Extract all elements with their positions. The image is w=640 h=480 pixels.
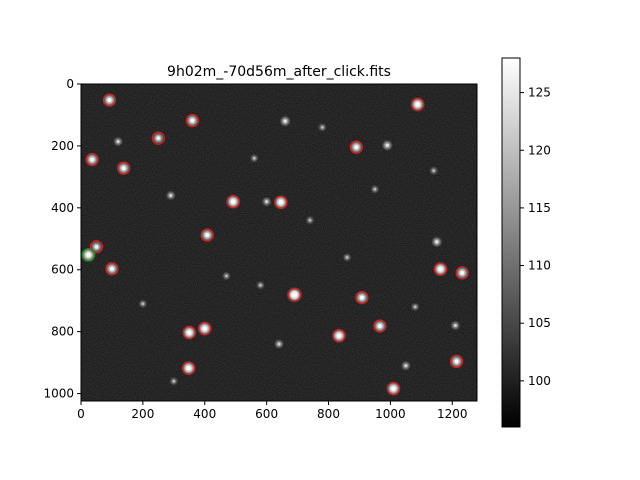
star	[265, 200, 269, 204]
star-marker[interactable]	[386, 381, 401, 396]
x-tick-label: 1200	[437, 407, 468, 421]
star-marker[interactable]	[355, 290, 369, 305]
star	[453, 323, 457, 328]
star	[391, 386, 396, 391]
star-marker[interactable]	[89, 240, 104, 254]
star-marker[interactable]	[198, 321, 212, 336]
colorbar-tick-label: 120	[528, 143, 551, 157]
star	[404, 364, 408, 368]
x-axis: 0 200 400 600 800 1000 1200	[77, 401, 468, 421]
star	[202, 326, 207, 331]
star	[354, 145, 359, 150]
star	[438, 266, 443, 272]
star	[186, 365, 191, 371]
star-marker[interactable]	[287, 288, 302, 302]
star	[109, 266, 115, 271]
star-marker[interactable]	[455, 266, 469, 280]
star	[187, 330, 192, 335]
star	[373, 187, 377, 191]
colorbar-tick-label: 115	[528, 201, 551, 215]
star	[156, 136, 161, 141]
star-marker[interactable]	[117, 161, 131, 175]
star	[292, 292, 297, 298]
x-tick-label: 600	[255, 407, 278, 421]
y-tick-label: 0	[66, 77, 74, 91]
star	[460, 270, 465, 275]
star-marker[interactable]	[182, 361, 196, 375]
star-marker[interactable]	[85, 152, 99, 167]
star-marker[interactable]	[332, 329, 346, 343]
star	[454, 359, 459, 364]
star	[121, 166, 126, 171]
star-marker[interactable]	[274, 195, 288, 209]
colorbar-axis: 100 105 110 115 120 125	[520, 86, 551, 388]
star	[278, 200, 284, 205]
y-tick-label: 400	[51, 201, 74, 215]
colorbar-tick-label: 125	[528, 86, 551, 100]
star	[252, 156, 256, 160]
star-marker[interactable]	[226, 194, 240, 209]
markers-layer	[81, 93, 469, 396]
star	[141, 302, 145, 306]
y-tick-label: 200	[51, 139, 74, 153]
star	[359, 295, 364, 300]
star-marker[interactable]	[102, 93, 117, 107]
star-marker[interactable]	[449, 354, 464, 369]
star-marker[interactable]	[200, 228, 214, 242]
star	[377, 324, 382, 329]
star	[90, 157, 95, 162]
star	[205, 233, 210, 238]
star	[107, 98, 112, 103]
star	[320, 125, 324, 129]
star	[259, 283, 262, 287]
star-marker[interactable]	[349, 140, 363, 154]
image-frame	[80, 83, 478, 402]
star	[86, 252, 91, 258]
y-tick-label: 600	[51, 263, 74, 277]
star	[432, 169, 436, 173]
x-tick-label: 800	[317, 407, 340, 421]
y-tick-label: 800	[51, 325, 74, 339]
star	[283, 119, 287, 123]
y-tick-label: 1000	[43, 387, 74, 401]
star	[225, 274, 228, 278]
star	[172, 379, 176, 383]
star	[116, 140, 120, 144]
colorbar	[501, 57, 521, 428]
star-marker[interactable]	[105, 262, 119, 276]
star-marker[interactable]	[182, 325, 196, 340]
chart-title: 9h02m_-70d56m_after_click.fits	[167, 64, 391, 80]
star	[308, 218, 312, 222]
star	[169, 193, 173, 197]
colorbar-tick-label: 105	[528, 316, 551, 330]
x-tick-label: 400	[193, 407, 216, 421]
stars-layer	[81, 93, 469, 396]
colorbar-tick-label: 100	[528, 374, 551, 388]
selected-star-marker[interactable]	[81, 248, 96, 262]
x-tick-label: 200	[131, 407, 154, 421]
colorbar-tick-label: 110	[528, 259, 551, 273]
star	[345, 255, 349, 259]
star-marker[interactable]	[373, 319, 387, 333]
star	[230, 199, 236, 204]
star-marker[interactable]	[151, 131, 165, 145]
star	[435, 240, 439, 244]
x-tick-label: 1000	[375, 407, 406, 421]
star	[413, 305, 417, 309]
image-noise	[81, 84, 477, 401]
star	[190, 118, 195, 123]
sky-image	[81, 84, 477, 401]
star	[336, 333, 342, 338]
x-tick-label: 0	[77, 407, 85, 421]
star	[94, 244, 99, 249]
star	[277, 342, 281, 346]
star-marker[interactable]	[433, 262, 448, 276]
star-marker[interactable]	[410, 97, 425, 112]
y-axis: 0 200 400 600 800 1000	[43, 77, 81, 401]
star-marker[interactable]	[185, 113, 200, 128]
star	[385, 143, 389, 148]
star	[415, 102, 420, 107]
